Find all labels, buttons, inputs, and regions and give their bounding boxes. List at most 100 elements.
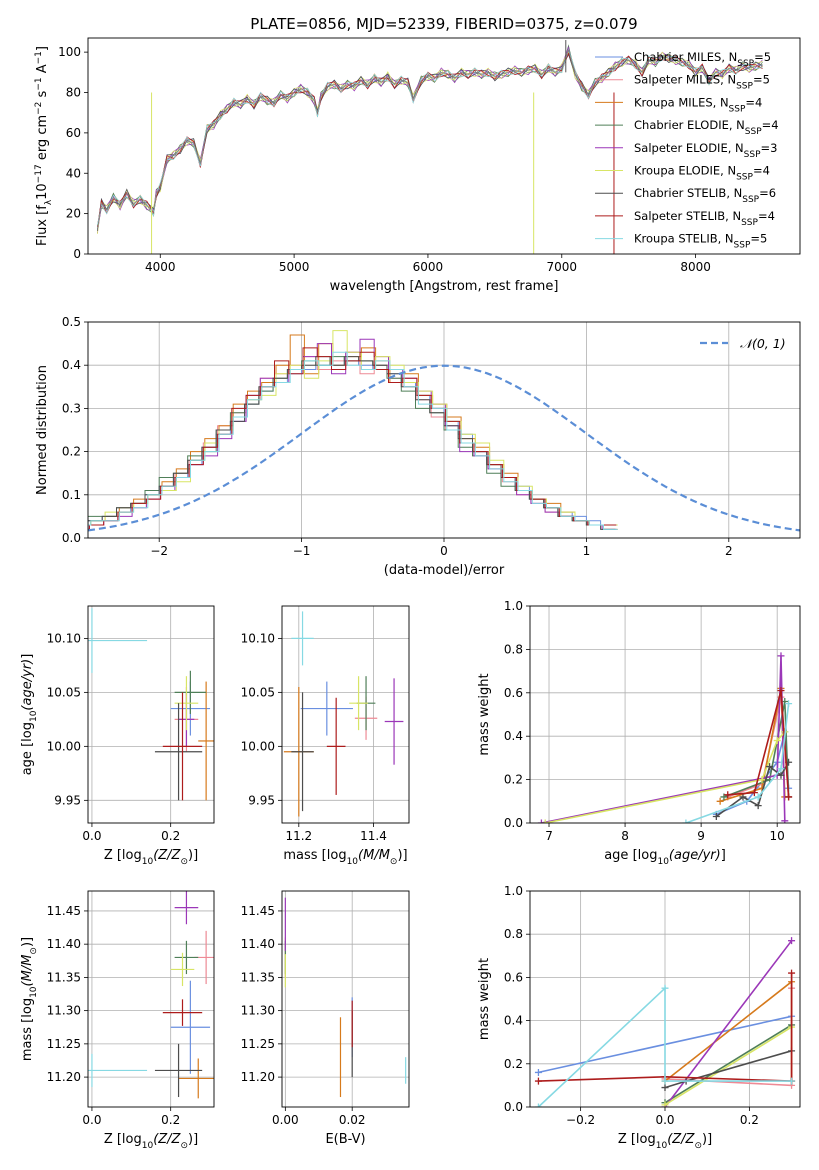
legend-label: Salpeter ELODIE, NSSP=3 [634, 141, 777, 160]
x-tick-label: −1 [293, 544, 311, 558]
y-tick-label: 0.4 [504, 1014, 523, 1028]
y-tick-label: 11.35 [241, 970, 275, 984]
y-tick-label: 100 [58, 45, 81, 59]
weight-marker [724, 791, 732, 799]
axes-frame [87, 37, 801, 255]
weight-marker [720, 793, 728, 801]
y-tick-label: 11.25 [47, 1037, 81, 1051]
x-tick-label: 1 [583, 544, 591, 558]
weight-lines [537, 652, 793, 823]
weight-marker [541, 819, 549, 823]
weight-series-line [537, 986, 792, 1107]
y-tick-label: 1.0 [504, 884, 523, 898]
x-tick-label: 11.2 [285, 829, 312, 843]
y-tick-label: 11.40 [47, 937, 81, 951]
y-tick-label: 0.2 [62, 445, 81, 459]
chart-spectrum: Chabrier MILES, NSSP=5 Salpeter MILES, NS… [34, 37, 801, 294]
weight-marker [661, 984, 669, 992]
weight-marker [777, 765, 785, 773]
chart-mass-vs-Z: 0.0 0.2 11.20 11.25 11.30 11.35 11.40 11.45 Z [l… [20, 890, 215, 1151]
model-spectrum-line [97, 52, 763, 227]
x-tick-label: 7000 [547, 260, 578, 274]
x-tick-label: 5000 [279, 260, 310, 274]
x-tick-label: 0.00 [272, 1113, 299, 1127]
weight-series-line [664, 1024, 793, 1104]
weight-marker [788, 937, 796, 945]
y-tick-label: 11.45 [241, 904, 275, 918]
weight-marker [773, 737, 781, 745]
y-tick-label: 40 [66, 166, 81, 180]
y-tick-label: 0.0 [504, 1100, 523, 1114]
y-axis-label: mass [log10(M/M⊙)] [20, 937, 39, 1061]
legend-label: Kroupa STELIB, NSSP=5 [634, 232, 767, 251]
axes-frame [281, 605, 410, 824]
x-tick-label: −2 [150, 544, 168, 558]
legend-label: Chabrier STELIB, NSSP=6 [634, 186, 776, 205]
weight-marker [777, 652, 785, 660]
x-tick-label: 6000 [413, 260, 444, 274]
x-tick-label: 0.0 [82, 829, 101, 843]
weight-marker [534, 1103, 542, 1107]
y-tick-label: 11.20 [47, 1070, 81, 1084]
axes-frame [281, 890, 410, 1108]
x-tick-label: 8 [621, 829, 629, 843]
y-tick-label: 0.3 [62, 401, 81, 415]
y-tick-label: 0.0 [62, 531, 81, 545]
weight-marker [739, 793, 747, 801]
y-tick-label: 1.0 [504, 599, 523, 613]
x-tick-label: 4000 [145, 260, 176, 274]
y-tick-label: 0.1 [62, 488, 81, 502]
chart-weight-vs-age: 7 8 9 10 0.0 0.2 0.4 0.6 0.8 1.0 age [log10(age/yr… [477, 599, 801, 867]
x-tick-label: 2 [725, 544, 733, 558]
y-tick-label: 0.6 [504, 686, 523, 700]
x-axis-label: wavelength [Angstrom, rest frame] [330, 279, 559, 294]
axes-frame [529, 605, 801, 824]
weight-marker [661, 1101, 669, 1107]
weight-marker [537, 819, 545, 823]
y-tick-label: 0.2 [504, 773, 523, 787]
y-axis-label: Normed distribution [35, 365, 50, 495]
legend-label: Chabrier MILES, NSSP=5 [634, 50, 771, 69]
x-tick-label: 0.02 [339, 1113, 366, 1127]
x-tick-label: 8000 [680, 260, 711, 274]
histogram-series [88, 360, 615, 526]
y-axis-label: age [log10(age/yr)] [20, 654, 39, 776]
weight-marker [758, 776, 766, 784]
x-axis-label: (data-model)/error [384, 563, 505, 578]
y-tick-label: 60 [66, 126, 81, 140]
weight-marker [781, 817, 789, 823]
y-tick-label: 0 [73, 247, 81, 261]
y-tick-label: 10.05 [47, 685, 81, 699]
weight-marker [754, 793, 762, 801]
y-tick-label: 11.30 [47, 1004, 81, 1018]
legend-label: Salpeter STELIB, NSSP=4 [634, 209, 775, 228]
x-tick-label: 11.4 [360, 829, 387, 843]
weight-series-line [541, 655, 786, 823]
x-tick-label: 10 [770, 829, 785, 843]
chart-age-vs-Z: 0.0 0.2 9.95 10.00 10.05 10.10 Z [log10(Z/Z⊙)]… [20, 605, 215, 867]
weight-series-line [727, 690, 790, 798]
x-tick-label: 0.2 [740, 1113, 759, 1127]
y-axis-label: Flux [fλ10−17 erg cm−2 s−1 A−1] [34, 46, 54, 246]
y-tick-label: 10.00 [241, 739, 275, 753]
y-tick-label: 9.95 [248, 793, 275, 807]
y-tick-label: 0.8 [504, 927, 523, 941]
weight-marker [661, 1084, 669, 1092]
weight-marker [785, 793, 793, 801]
y-tick-label: 11.35 [47, 970, 81, 984]
figure-title: PLATE=0856, MJD=52339, FIBERID=0375, z=0… [250, 15, 637, 33]
weight-marker [661, 1077, 669, 1085]
y-tick-label: 0.2 [504, 1057, 523, 1071]
y-tick-label: 9.95 [54, 793, 81, 807]
chart-residuals: 𝒩(0, 1) −2 −1 0 1 2 0.0 0.1 0.2 0.3 0.4 0.5 (data-mo… [35, 315, 801, 578]
errorbars [284, 897, 407, 1098]
weight-series-line [715, 761, 790, 818]
data-spectrum-line [97, 48, 763, 230]
errorbars [283, 611, 404, 817]
histograms [88, 330, 800, 532]
y-tick-label: 10.10 [47, 631, 81, 645]
y-tick-label: 11.40 [241, 937, 275, 951]
y-tick-label: 0.0 [504, 816, 523, 830]
legend-label: Kroupa MILES, NSSP=4 [634, 95, 762, 114]
x-tick-label: 0.0 [82, 1113, 101, 1127]
